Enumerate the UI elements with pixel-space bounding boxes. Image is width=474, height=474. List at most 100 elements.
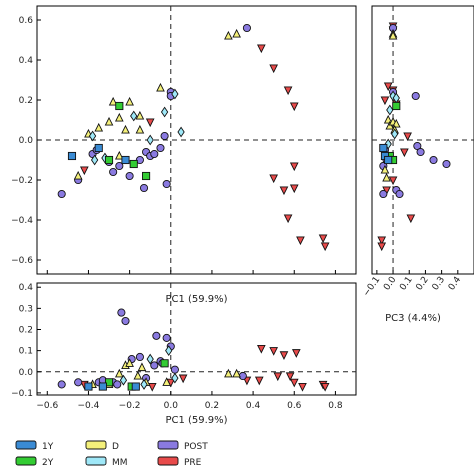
main-point-pre — [283, 86, 293, 96]
right-point-post — [379, 189, 388, 199]
main-point-d — [73, 170, 83, 180]
main-ytick-label: −0.2 — [11, 176, 33, 186]
right-point-post — [416, 147, 425, 157]
bottom-point-pre — [285, 372, 295, 382]
bottom-xtick-label: 0.8 — [328, 401, 343, 411]
main-point-d — [108, 96, 118, 106]
main-point-post — [115, 161, 124, 171]
bottom-point-pre — [254, 376, 264, 386]
bottom-point-2y — [160, 359, 169, 368]
main-point-2y — [104, 155, 114, 165]
bottom-point-1y — [84, 382, 93, 391]
main-xlabel: PC1 (59.9%) — [165, 294, 227, 305]
bottom-ytick-label: 0.0 — [19, 368, 34, 378]
legend-swatch-post — [157, 440, 179, 450]
bottom-ytick-label: 0.2 — [19, 325, 33, 335]
bottom-point-post — [170, 365, 179, 374]
bottom-point-pre — [178, 374, 188, 384]
main-point-mm — [177, 126, 185, 138]
legend-label-d: D — [112, 442, 119, 452]
bottom-point-pre — [279, 351, 289, 360]
bottom-scatter-panel: −0.6 −0.4 −0.2 0.0 0.2 0.4 0.6 0.8 −0.1 0.0 0.1 0.2… — [11, 282, 357, 426]
bottom-point-post — [57, 380, 66, 389]
bottom-point-d — [232, 368, 241, 378]
bottom-xtick-label: −0.2 — [119, 401, 141, 411]
right-xtick-label: 0.4 — [447, 275, 464, 293]
right-xlabel: PC3 (4.4%) — [385, 313, 441, 324]
main-point-d — [156, 82, 165, 92]
bottom-xtick-label: −0.4 — [78, 401, 100, 411]
bottom-point-d — [137, 362, 147, 372]
bottom-xlabel: PC1 (59.9%) — [165, 415, 227, 426]
legend-swatch-d — [85, 440, 107, 450]
right-point-pre — [380, 96, 390, 106]
bottom-point-mm — [165, 345, 173, 357]
main-point-pre — [289, 102, 299, 112]
main-point-1y — [94, 143, 103, 153]
main-ytick-label: 0.2 — [19, 96, 33, 106]
main-point-post — [150, 149, 159, 159]
bottom-point-pre — [269, 347, 279, 356]
main-point-pre — [289, 162, 299, 172]
right-xtick-label: 0.1 — [398, 275, 414, 292]
legend-label-mm: MM — [112, 458, 128, 468]
right-point-1y — [379, 143, 388, 153]
main-point-mm — [146, 134, 154, 146]
bottom-axes-frame — [36, 282, 357, 396]
main-point-mm — [90, 154, 99, 166]
legend-label-pre: PRE — [184, 458, 202, 468]
bottom-point-mm — [140, 379, 148, 390]
main-point-d — [94, 122, 104, 132]
bottom-point-mm — [171, 372, 179, 384]
bottom-point-d — [224, 368, 233, 378]
main-ytick-label: −0.4 — [11, 216, 33, 226]
bottom-point-d — [133, 370, 143, 380]
bottom-point-d — [114, 368, 124, 378]
legend-swatch-mm — [85, 456, 107, 466]
main-point-pre — [145, 118, 155, 128]
bottom-point-pre — [273, 372, 283, 382]
main-point-mm — [171, 88, 179, 100]
bottom-point-pre — [147, 382, 157, 392]
right-point-d — [388, 30, 398, 40]
main-ytick-label: 0.0 — [19, 136, 34, 146]
legend-swatch-2y — [15, 456, 37, 466]
legend: 1Y 2Y D MM POST PRE — [15, 440, 208, 468]
main-point-d — [232, 28, 241, 38]
legend-label-1y: 1Y — [42, 442, 54, 452]
main-point-post — [242, 23, 251, 33]
bottom-ytick-label: 0.3 — [19, 304, 33, 314]
main-ytick-label: 0.6 — [19, 16, 34, 26]
legend-swatch-1y — [15, 440, 37, 450]
bottom-xtick-label: 0.4 — [246, 401, 261, 411]
bottom-point-post — [135, 352, 144, 362]
main-point-d — [135, 124, 145, 134]
bottom-point-pre — [289, 378, 299, 388]
main-point-post — [162, 179, 171, 189]
legend-label-2y: 2Y — [42, 458, 54, 468]
bottom-xtick-label: −0.6 — [36, 401, 58, 411]
main-point-mm — [160, 106, 169, 118]
bottom-point-post — [162, 333, 171, 342]
main-point-post — [156, 143, 165, 153]
main-point-d — [125, 96, 134, 106]
right-point-pre — [406, 214, 416, 224]
bottom-points — [57, 308, 330, 392]
right-point-1y — [384, 155, 393, 165]
right-point-post — [429, 155, 438, 165]
right-xtick-label: −0.1 — [362, 275, 383, 299]
main-point-d — [224, 30, 233, 40]
main-point-pre — [279, 186, 289, 196]
main-point-pre — [296, 236, 305, 246]
right-point-d — [380, 164, 390, 174]
main-ytick-label: −0.6 — [11, 256, 33, 266]
bottom-point-post — [121, 316, 130, 326]
main-point-2y — [129, 159, 138, 169]
main-point-pre — [269, 64, 279, 74]
right-point-pre — [400, 148, 409, 158]
main-ytick-label: 0.4 — [19, 56, 34, 66]
legend-label-post: POST — [184, 442, 208, 452]
main-point-d — [121, 124, 130, 134]
bottom-point-pre — [257, 344, 266, 354]
